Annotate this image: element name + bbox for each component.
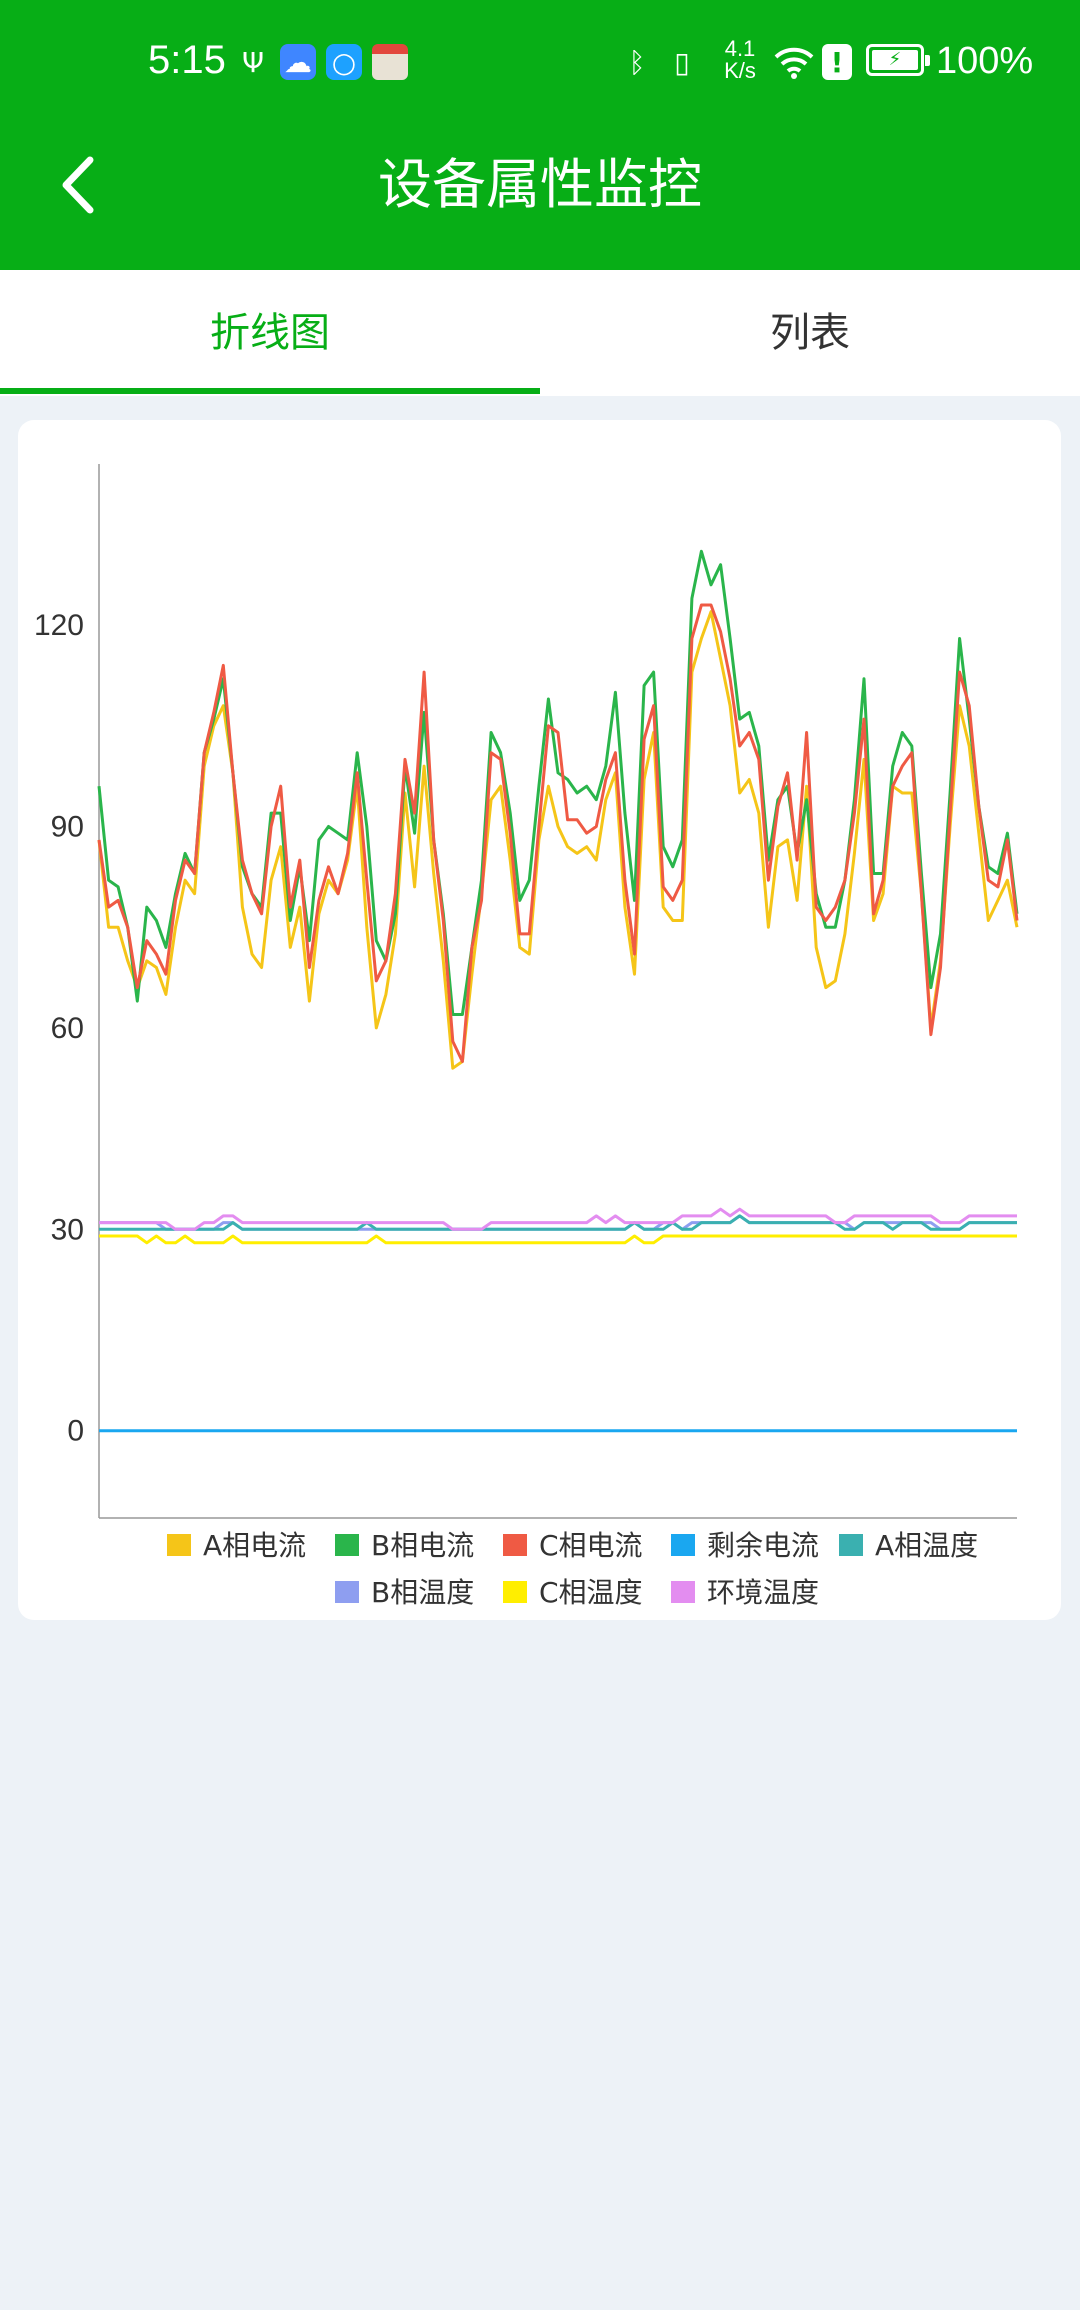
legend-label-3: 剩余电流 [707,1529,819,1562]
y-tick-label: 120 [34,609,84,642]
legend-swatch-5 [335,1581,359,1603]
legend-swatch-3 [671,1534,695,1556]
wifi-glyph-icon [774,47,814,79]
cloud-app-icon: ☁ [280,44,316,80]
search-app-icon: ○ [326,44,362,80]
legend-label-5: B相温度 [371,1576,474,1609]
status-bar: 5:15 Ψ ☁ ○ ᛒ ▯ 4.1 K/s ! ⚡ 100% [0,0,1080,120]
calendar-app-icon [372,44,408,80]
battery-charging-icon: ⚡ [866,44,930,76]
y-tick-label: 90 [51,811,84,844]
y-tick-label: 60 [51,1012,84,1045]
series-line-0 [97,610,1019,1070]
bluetooth-icon: ᛒ [628,45,646,79]
back-button[interactable] [50,150,120,220]
series-line-2 [97,603,1019,1063]
y-tick-label: 0 [67,1415,84,1448]
net-speed: 4.1 K/s [716,38,764,82]
tab-bar: 折线图 列表 [0,270,1080,396]
legend-label-1: B相电流 [371,1529,474,1562]
chevron-left-icon [62,156,94,214]
app-header: 5:15 Ψ ☁ ○ ᛒ ▯ 4.1 K/s ! ⚡ 100% 设备属性监控 [0,0,1080,270]
active-tab-indicator [0,388,540,394]
tab-list[interactable]: 列表 [770,310,850,356]
page-title: 设备属性监控 [378,153,702,216]
tab-line-chart[interactable]: 折线图 [210,310,330,356]
line-chart: 0 30 60 90 120 A相电流 B相电流 C相电流 剩余电流 A相温度 B相温度 C相温度 环境… [34,464,1019,1609]
battery-fill: ⚡ [872,50,918,70]
legend-swatch-7 [671,1581,695,1603]
legend-label-7: 环境温度 [707,1576,819,1609]
legend-swatch-2 [503,1534,527,1556]
legend-swatch-1 [335,1534,359,1556]
legend-label-2: C相电流 [539,1529,643,1562]
series-line-4 [99,1214,1017,1231]
legend-swatch-0 [167,1534,191,1556]
legend-label-6: C相温度 [539,1576,643,1609]
series-line-6 [99,1234,1017,1245]
legend-swatch-6 [503,1581,527,1603]
nav-bar: 设备属性监控 [0,130,1080,250]
legend-label-0: A相电流 [203,1529,306,1562]
net-speed-value: 4.1 [724,36,756,61]
legend-label-4: A相温度 [875,1529,978,1562]
wifi-icon [772,44,816,80]
usb-icon: Ψ [241,45,265,79]
vibrate-icon: ▯ [674,45,690,79]
alert-icon: ! [822,44,852,80]
series-line-1 [97,549,1019,1016]
status-time: 5:15 [148,38,226,82]
chart-card: 0 30 60 90 120 A相电流 B相电流 C相电流 剩余电流 A相温度 B相温度 C相温度 环境… [18,420,1061,1620]
battery-percent: 100% [936,40,1034,82]
series-line-7 [99,1207,1017,1231]
net-speed-unit: K/s [724,58,756,83]
y-tick-label: 30 [51,1213,84,1246]
legend-swatch-4 [839,1534,863,1556]
